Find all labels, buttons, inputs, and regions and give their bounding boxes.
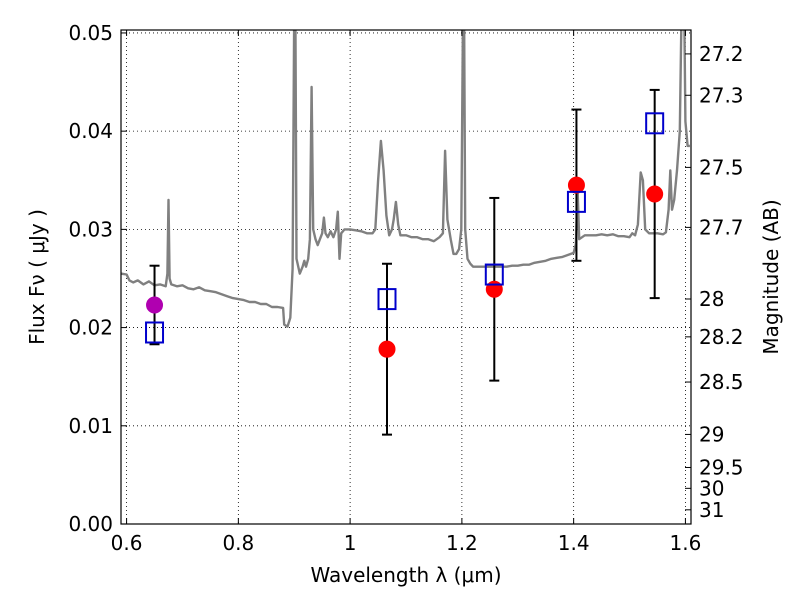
model-flux-square: [566, 190, 586, 213]
y2-tick-label: 28.2: [699, 325, 744, 349]
model-flux-square: [484, 263, 504, 286]
y2-tick-label: 27.7: [699, 215, 744, 239]
y2-tick-label: 27.5: [699, 155, 744, 179]
ticks: [121, 30, 691, 525]
y-tick-label: 0.00: [68, 512, 113, 536]
x-tick-label: 1.4: [558, 531, 590, 555]
model-flux-square: [145, 321, 165, 344]
observed-flux-point: [378, 340, 396, 358]
x-tick-label: 0.6: [111, 531, 143, 555]
observed-flux-point: [146, 296, 164, 314]
y2-tick-label: 27.2: [699, 42, 744, 66]
y-axis-label: Flux Fν ( μJy ): [25, 209, 49, 345]
y2-axis-label: Magnitude (AB): [759, 199, 783, 354]
y2-tick-label: 28: [699, 287, 724, 311]
y2-tick-label: 27.3: [699, 83, 744, 107]
observed-flux-point: [646, 185, 664, 203]
marker-layer: [145, 112, 665, 358]
spectrum-layer: [121, 30, 690, 328]
errorbar-layer: [149, 88, 660, 436]
x-tick-label: 1.6: [670, 531, 702, 555]
y-tick-label: 0.04: [68, 119, 113, 143]
x-tick-label: 1.2: [446, 531, 478, 555]
y2-tick-label: 29: [699, 422, 724, 446]
x-tick-label: 0.8: [222, 531, 254, 555]
x-tick-label: 1: [344, 531, 357, 555]
y2-tick-label: 30: [699, 476, 724, 500]
y2-tick-label: 31: [699, 498, 724, 522]
y-tick-label: 0.01: [68, 414, 113, 438]
y2-tick-label: 28.5: [699, 370, 744, 394]
observed-flux-point: [567, 176, 585, 194]
plot-frame: [120, 29, 692, 525]
y-tick-label: 0.03: [68, 217, 113, 241]
model-flux-square: [645, 112, 665, 135]
tick-labels: 0.6 0.8 1 1.2 1.4 1.6 0.00 0.01 0.02 0.03 0.04 0.05…: [68, 21, 743, 555]
model-spectrum-line: [121, 30, 690, 328]
grid: [121, 30, 691, 525]
model-flux-square: [377, 288, 397, 311]
y2-tick-label: 29.5: [699, 455, 744, 479]
y-tick-label: 0.02: [68, 316, 113, 340]
y-tick-label: 0.05: [68, 21, 113, 45]
x-axis-label: Wavelength λ (μm): [310, 563, 501, 587]
